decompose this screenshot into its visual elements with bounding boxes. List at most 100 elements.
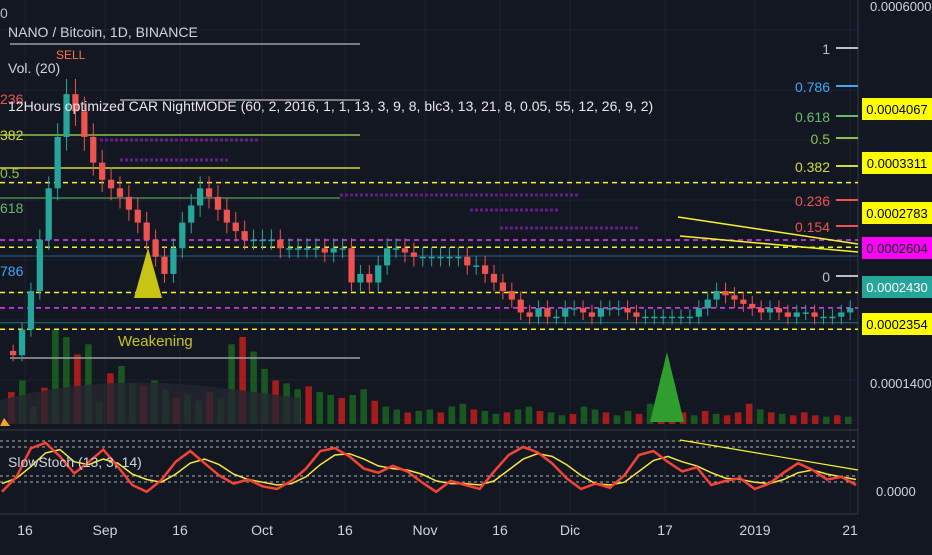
price-tag-label: 0.0002783 bbox=[866, 206, 927, 221]
signal-triangle-small bbox=[0, 418, 10, 426]
candle-body bbox=[642, 316, 649, 319]
volume-bar bbox=[371, 400, 379, 424]
candle-body bbox=[553, 316, 560, 319]
candle-body bbox=[152, 239, 159, 257]
volume-bar bbox=[822, 416, 830, 424]
axes: 0.0004067 0.0003311 0.0002783 0.0002604 0.00… bbox=[17, 0, 932, 538]
candle-body bbox=[651, 316, 658, 319]
volume-bar bbox=[514, 409, 522, 424]
fib-level-label: 0.5 bbox=[811, 131, 831, 147]
candle-body bbox=[339, 248, 346, 250]
candle-body bbox=[188, 205, 195, 223]
volume-bar bbox=[63, 337, 70, 424]
volume-bar bbox=[712, 413, 720, 424]
volume-bar bbox=[239, 337, 246, 424]
candle-body bbox=[161, 256, 168, 274]
candle-body bbox=[820, 316, 827, 319]
price-tag-box bbox=[862, 276, 932, 298]
candle-body bbox=[170, 248, 177, 274]
fib-left-label: 0.5 bbox=[0, 165, 20, 181]
volume-bar bbox=[536, 410, 544, 424]
candle-body bbox=[811, 312, 818, 317]
candle-body bbox=[624, 308, 631, 313]
volume-bar bbox=[734, 412, 742, 424]
candle-body bbox=[606, 308, 613, 310]
candle-body bbox=[134, 209, 141, 223]
time-axis-label: 16 bbox=[337, 522, 353, 538]
fib-left-label: 0 bbox=[0, 5, 8, 21]
candle-body bbox=[517, 299, 524, 313]
candle-body bbox=[312, 248, 320, 250]
stoch-trend-line bbox=[679, 439, 859, 471]
candle-body bbox=[481, 265, 489, 274]
candle-body bbox=[562, 308, 569, 317]
volume-bar bbox=[690, 415, 698, 424]
candle-body bbox=[250, 239, 257, 242]
volume-bar bbox=[404, 412, 412, 424]
volume-bar bbox=[327, 395, 334, 424]
time-axis-label: Oct bbox=[251, 522, 273, 538]
slowstoch-pane bbox=[0, 439, 859, 494]
volume-bar bbox=[437, 412, 445, 424]
candle-body bbox=[45, 188, 52, 240]
volume-bar bbox=[789, 415, 797, 424]
volume-bar bbox=[569, 413, 577, 424]
candle-body bbox=[802, 312, 809, 314]
volume-bar bbox=[811, 415, 819, 424]
axis-label: 0.0001400 bbox=[870, 376, 931, 391]
candle-body bbox=[54, 136, 61, 189]
candle-body bbox=[704, 299, 711, 309]
candle-body bbox=[499, 282, 507, 292]
fib-level-label: 0.382 bbox=[795, 159, 830, 175]
signal-triangle-yellow bbox=[134, 248, 162, 298]
candle-body bbox=[223, 209, 230, 223]
volume-bar bbox=[525, 406, 533, 424]
volume-bar bbox=[470, 409, 478, 424]
price-candles bbox=[10, 78, 854, 362]
price-tag-box bbox=[862, 98, 932, 120]
signal-triangle-green bbox=[650, 352, 684, 422]
oscillator-legend: SlowStoch (13, 3, 14) bbox=[8, 454, 142, 470]
candle-body bbox=[90, 136, 97, 163]
price-tag-box bbox=[862, 152, 932, 174]
candle-body bbox=[740, 299, 747, 304]
fib-level-label: 0.618 bbox=[795, 109, 830, 125]
candle-body bbox=[695, 308, 702, 317]
candle-body bbox=[357, 273, 364, 283]
volume-bar bbox=[756, 409, 764, 424]
trend-line bbox=[677, 216, 859, 245]
candle-body bbox=[446, 256, 453, 259]
candle-body bbox=[793, 312, 800, 317]
time-axis-label: Dic bbox=[560, 522, 580, 538]
indicator-legend: 12Hours optimized CAR NightMODE (60, 2, … bbox=[8, 98, 654, 114]
time-axis-label: 17 bbox=[657, 522, 673, 538]
fib-left-label: 618 bbox=[0, 200, 24, 216]
volume-bar bbox=[305, 386, 312, 424]
top-axis-label: 0.0006000 bbox=[870, 0, 931, 14]
candle-body bbox=[668, 316, 676, 319]
candle-body bbox=[775, 308, 783, 313]
price-tag-label: 0.0003311 bbox=[867, 156, 928, 171]
time-axis-label: 16 bbox=[172, 522, 188, 538]
candle-body bbox=[330, 248, 337, 253]
fibonacci-levels: 1 0.786 0.618 0.5 0.382 0.236 0.154 0 0 236 382 0.5… bbox=[0, 5, 858, 359]
candle-body bbox=[749, 303, 756, 309]
volume-bar bbox=[833, 415, 841, 424]
volume-bar bbox=[646, 403, 654, 424]
volume-bar bbox=[382, 406, 390, 424]
candle-body bbox=[99, 162, 106, 180]
volume-bar bbox=[250, 351, 257, 424]
price-tag-label: 0.0002604 bbox=[866, 241, 927, 256]
candle-body bbox=[107, 179, 115, 189]
candle-body bbox=[615, 308, 622, 310]
sell-annotation: SELL bbox=[56, 48, 86, 62]
volume-bar bbox=[349, 395, 357, 424]
volume-bar bbox=[580, 406, 588, 424]
volume-bar bbox=[448, 406, 456, 424]
volume-legend: Vol. (20) bbox=[8, 60, 61, 76]
volume-bar bbox=[635, 413, 643, 424]
candle-body bbox=[179, 222, 186, 249]
fib-left-label: 786 bbox=[0, 263, 24, 279]
volume-bar bbox=[613, 415, 621, 424]
